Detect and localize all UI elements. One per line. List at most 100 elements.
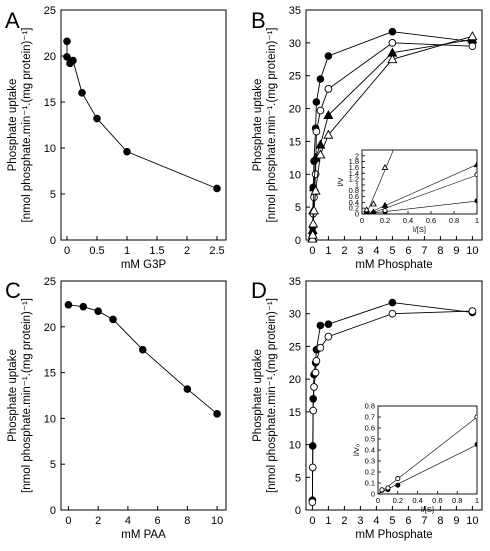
inset-x-tick-label: 1 xyxy=(475,496,479,505)
y-axis-label-units: [nmol phosphate.min⁻¹.(mg protein)⁻¹] xyxy=(21,28,33,223)
panel-letter: C xyxy=(5,278,21,303)
y-tick-label: 20 xyxy=(44,322,56,334)
inset-plot: 00.20.40.60.811.21.41.61.820 0.2 0.4 0.6 0.8… xyxy=(336,149,479,234)
data-point xyxy=(388,298,397,307)
data-point xyxy=(78,89,86,97)
series-filled-circle xyxy=(63,37,221,193)
x-tick-label: 0 xyxy=(309,245,315,257)
inset-frame xyxy=(361,149,478,215)
panel-letter: D xyxy=(251,278,267,303)
y-axis-label-units: [nmol phosphate.min⁻¹.(mg protein)⁻¹] xyxy=(266,298,278,493)
inset-x-tick-label: 0.2 xyxy=(380,216,390,225)
data-point xyxy=(315,139,326,149)
y-tick-label: 10 xyxy=(289,169,301,181)
data-point xyxy=(93,114,101,123)
series-open-circle xyxy=(308,307,477,506)
plot-frame xyxy=(60,280,227,511)
y-tick-label: 5 xyxy=(295,202,301,214)
data-point xyxy=(308,205,320,215)
data-point xyxy=(79,302,88,311)
inset-y-tick-label: 0.2 xyxy=(349,204,359,213)
inset-series-filled-triangle xyxy=(364,160,477,214)
x-tick-label: 1 xyxy=(325,515,331,527)
series-filled-circle xyxy=(64,301,221,418)
inset-data-point xyxy=(370,208,377,214)
x-tick-label: 6 xyxy=(155,515,161,527)
x-axis-label: mM PAA xyxy=(121,529,166,541)
y-axis-label: Phosphate uptake xyxy=(7,79,19,172)
inset-fit-line xyxy=(365,164,477,214)
data-point xyxy=(213,184,221,193)
plot-frame xyxy=(305,9,483,241)
data-point xyxy=(213,410,221,418)
x-tick-label: 0 xyxy=(64,245,70,257)
inset-y-axis-label: l/V₀ xyxy=(352,444,361,456)
y-tick-label: 10 xyxy=(289,440,301,452)
data-point xyxy=(467,31,478,41)
x-tick-label: 10 xyxy=(466,245,478,257)
data-point xyxy=(109,315,117,324)
inset-data-point xyxy=(395,476,401,482)
data-point xyxy=(64,301,73,309)
inset-fit-line xyxy=(378,416,477,494)
inset-y-tick-label: 0.6 xyxy=(365,424,375,433)
series-open-triangle xyxy=(307,31,478,243)
inset-y-tick-label: 1.6 xyxy=(349,163,359,172)
y-tick-label: 0 xyxy=(50,505,56,517)
inset-x-tick-label: 0 xyxy=(376,496,380,505)
data-point xyxy=(388,27,397,36)
data-point xyxy=(316,75,325,83)
x-tick-label: 4 xyxy=(373,515,379,527)
inset-data-point xyxy=(363,206,370,213)
y-tick-label: 35 xyxy=(289,276,301,288)
x-tick-label: 0 xyxy=(309,515,315,527)
y-tick-label: 15 xyxy=(44,97,56,109)
inset-data-point xyxy=(473,160,477,168)
y-tick-label: 20 xyxy=(44,51,56,63)
inset-data-point xyxy=(474,442,477,447)
y-tick-label: 25 xyxy=(44,5,56,17)
x-tick-label: 10 xyxy=(466,515,478,527)
data-point xyxy=(323,129,334,139)
y-tick-label: 20 xyxy=(289,104,301,116)
y-tick-label: 0 xyxy=(50,235,56,247)
inset-y-tick-label: 0.8 xyxy=(365,402,375,411)
inset-data-point xyxy=(474,414,477,420)
data-point xyxy=(324,52,333,60)
y-axis-label: Phosphate uptake xyxy=(7,349,19,442)
inset-x-tick-label: 0.4 xyxy=(403,216,413,225)
data-point xyxy=(307,229,318,239)
data-point xyxy=(308,498,317,506)
inset-frame xyxy=(377,405,478,495)
inset-y-tick-label: 1.2 xyxy=(349,175,359,184)
y-tick-label: 0 xyxy=(295,505,301,517)
inset-y-tick-label: 0.5 xyxy=(365,435,375,444)
x-tick-label: 9 xyxy=(453,245,459,257)
inset-y-tick-label: 1.4 xyxy=(349,169,359,178)
x-tick-label: 8 xyxy=(184,515,190,527)
inset-data-point xyxy=(370,200,377,207)
x-axis-label: mM Phosphate xyxy=(355,259,432,271)
inset-data-point xyxy=(395,482,401,488)
series-line xyxy=(66,41,218,189)
x-tick-label: 2.5 xyxy=(209,245,224,257)
inset-y-tick-label: 0.6 xyxy=(349,192,359,201)
data-point xyxy=(308,463,317,472)
panel-letter: A xyxy=(5,8,20,33)
inset-x-tick-label: 0.8 xyxy=(452,496,462,505)
inset-fit-line xyxy=(362,200,477,214)
inset-series-open-circle xyxy=(378,414,477,494)
data-point xyxy=(310,185,321,195)
inset-fit-line xyxy=(378,444,477,494)
inset-data-point xyxy=(379,487,385,493)
inset-x-tick-label: 0.8 xyxy=(449,216,459,225)
data-point xyxy=(138,345,147,354)
y-tick-label: 5 xyxy=(50,459,56,471)
x-tick-label: 8 xyxy=(437,515,443,527)
y-axis-label-units: [nmol phosphate.min⁻¹.(mg protein)⁻¹] xyxy=(21,298,33,493)
inset-y-tick-label: 0 xyxy=(355,210,359,219)
x-tick-label: 6 xyxy=(405,245,411,257)
x-tick-label: 0.5 xyxy=(89,245,104,257)
